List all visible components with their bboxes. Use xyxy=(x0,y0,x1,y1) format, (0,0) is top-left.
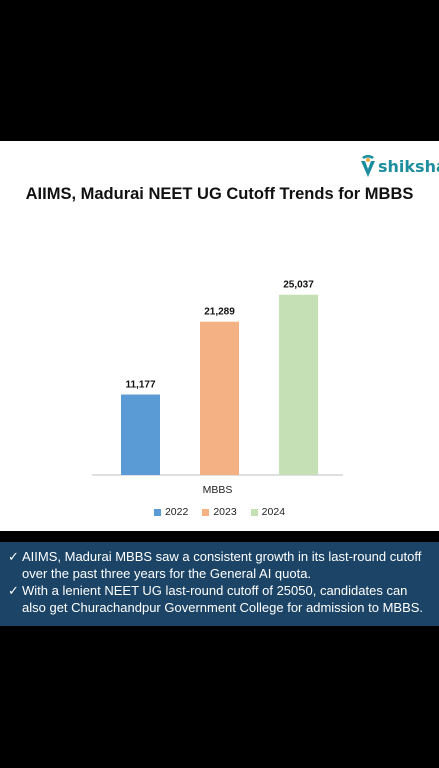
legend-item-2022: 2022 xyxy=(153,506,189,518)
data-label-2024: 25,037 xyxy=(283,280,314,291)
legend-item-2024: 2024 xyxy=(250,506,286,518)
bar-2024 xyxy=(279,294,318,475)
shiksha-logo-text: shiksha xyxy=(378,156,439,176)
chart-card: shiksha AIIMS, Madurai NEET UG Cutoff Tr… xyxy=(0,141,439,531)
note-text: AIIMS, Madurai MBBS saw a consistent gro… xyxy=(22,549,422,581)
shiksha-logo-icon xyxy=(361,155,375,177)
note-item: ✓ AIIMS, Madurai MBBS saw a consistent gr… xyxy=(8,549,431,582)
legend-label: 2024 xyxy=(261,506,286,518)
legend-swatch xyxy=(153,508,161,516)
check-icon: ✓ xyxy=(8,583,19,598)
data-label-2023: 21,289 xyxy=(204,307,235,318)
bar-chart: 11,177 21,289 25,037 MBBS xyxy=(92,280,343,496)
notes-panel: ✓ AIIMS, Madurai MBBS saw a consistent gr… xyxy=(0,542,439,626)
legend-label: 2022 xyxy=(164,506,189,518)
data-label-2022: 11,177 xyxy=(125,380,155,391)
x-tick-label: MBBS xyxy=(203,484,233,496)
note-text: With a lenient NEET UG last-round cutoff… xyxy=(22,583,424,615)
chart-title: AIIMS, Madurai NEET UG Cutoff Trends for… xyxy=(25,185,414,203)
shiksha-logo: shiksha xyxy=(359,151,439,181)
legend-label: 2023 xyxy=(213,506,237,518)
chart-legend: 2022 2023 2024 xyxy=(0,506,439,518)
legend-item-2023: 2023 xyxy=(202,506,237,518)
legend-swatch xyxy=(202,508,210,516)
bar-2022 xyxy=(121,394,160,475)
legend-swatch xyxy=(250,508,258,516)
check-icon: ✓ xyxy=(8,549,19,564)
bar-2023 xyxy=(200,321,239,475)
note-item: ✓ With a lenient NEET UG last-round cutof… xyxy=(8,583,431,616)
